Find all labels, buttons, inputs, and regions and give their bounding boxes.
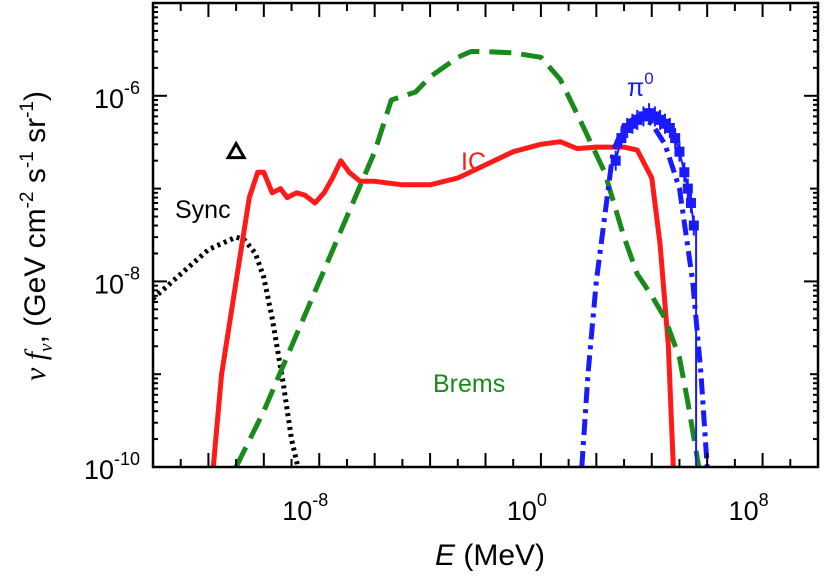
observation-point: [685, 197, 696, 208]
observation-point: [682, 183, 693, 194]
pi0-label-base: π: [627, 74, 644, 102]
observation-point: [679, 167, 690, 178]
svg-text:ν fν, (GeV cm-2 s-1 sr-1): ν fν, (GeV cm-2 s-1 sr-1): [17, 91, 57, 381]
pi0-label: π0: [627, 69, 654, 102]
y-axis-label-exp-sr: -1: [17, 101, 38, 118]
y-axis-label-unit-s: s: [19, 168, 52, 183]
series-layer: [153, 49, 710, 467]
ticks-layer: [152, 2, 819, 468]
observation-point: [616, 133, 627, 144]
tick-labels: 10-8 100 108 10-10 10-8 10-6: [84, 78, 769, 526]
y-axis-label-exp-cm: -2: [17, 191, 38, 208]
observation-point: [622, 122, 633, 133]
x-axis-label: E (MeV): [435, 539, 545, 572]
series-1-line: [210, 139, 676, 467]
y-axis-label-space2: [19, 183, 52, 191]
y-axis-label-space: [19, 327, 52, 335]
y-axis-label-symbol: ν f: [19, 348, 52, 381]
observation-point: [638, 111, 649, 122]
x-tick-label: 10-8: [282, 490, 328, 526]
observation-point: [610, 155, 621, 166]
pi0-label-sup: 0: [644, 69, 653, 88]
sync-label: Sync: [175, 196, 231, 224]
x-axis-label-space: [455, 539, 463, 572]
triangle-data-point: [225, 140, 247, 160]
y-tick-label: 10-6: [94, 78, 140, 114]
x-tick-label: 108: [729, 490, 769, 526]
y-axis-label: ν fν, (GeV cm-2 s-1 sr-1): [17, 91, 57, 381]
y-axis-label-sub: ν: [36, 343, 57, 352]
y-tick-label: 10-10: [84, 449, 140, 485]
y-axis-label-unit-pre: (GeV cm: [19, 208, 52, 326]
y-axis-label-unit-sr: sr: [19, 118, 52, 143]
series-2-line: [233, 49, 702, 467]
y-axis-label-comma: ,: [19, 335, 52, 343]
x-axis-label-var: E: [435, 539, 456, 572]
ic-label: IC: [461, 148, 486, 176]
observation-point: [632, 114, 643, 125]
observations-layer: [610, 103, 699, 467]
observation-point: [649, 111, 660, 122]
y-axis-label-unit-post: ): [19, 91, 52, 101]
observation-point: [688, 220, 699, 231]
observation-point: [644, 108, 655, 119]
y-axis-label-exp-s: -1: [17, 151, 38, 168]
y-axis-label-space3: [19, 143, 52, 151]
observation-point: [674, 146, 685, 157]
observation-point: [670, 133, 681, 144]
series-0-line: [153, 234, 301, 467]
brems-label: Brems: [433, 370, 505, 398]
observation-point: [664, 122, 675, 133]
x-axis-label-unit: (MeV): [463, 539, 545, 572]
y-tick-label: 10-8: [94, 263, 140, 299]
x-tick-label: 100: [507, 490, 547, 526]
